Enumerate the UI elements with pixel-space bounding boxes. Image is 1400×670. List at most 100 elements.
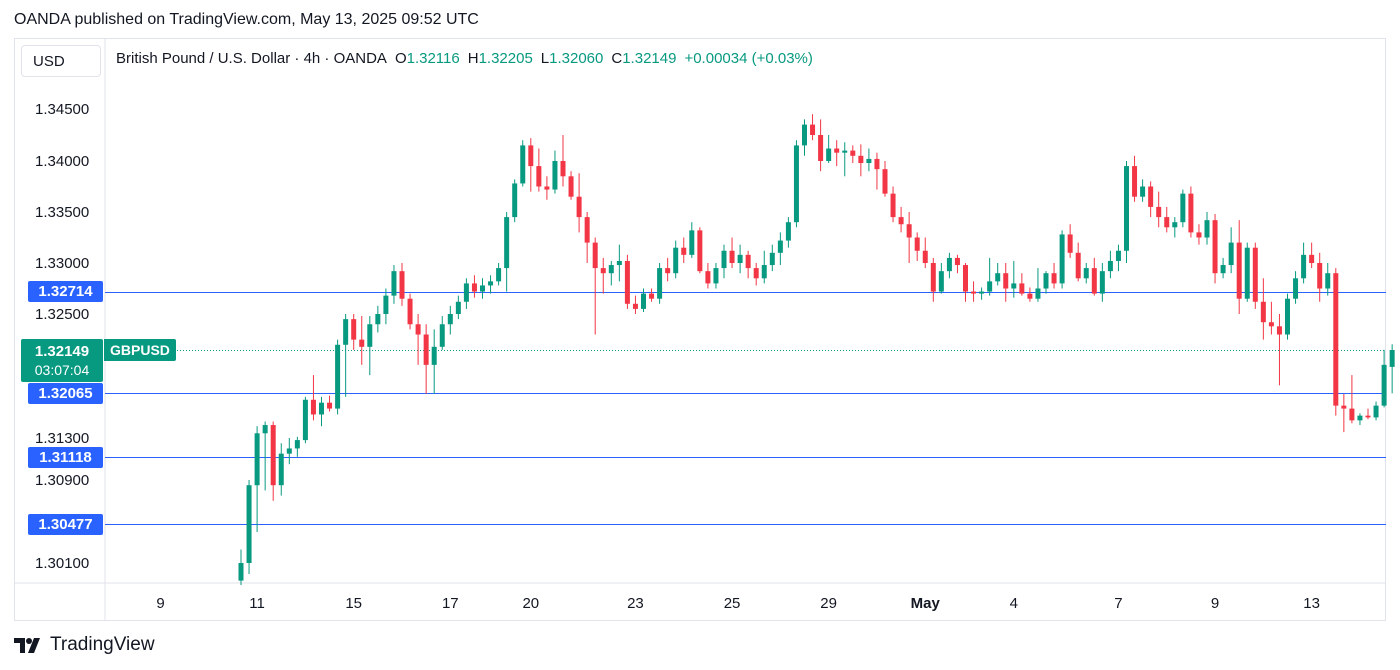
candle-body [407,298,413,325]
candle-body [641,293,646,309]
candle-body [938,271,944,292]
candle-body [616,260,622,266]
candle-body [278,453,284,486]
candle-body [1365,415,1371,418]
candle-body [721,250,727,269]
candle-body [327,402,333,409]
currency-selector[interactable]: USD [21,45,101,77]
candle [689,222,695,258]
chart-legend: British Pound / U.S. Dollar · 4h · OANDA… [116,50,813,67]
candle [971,281,977,302]
candle [616,244,622,282]
candle [1075,242,1081,282]
price-level-tag-3[interactable]: 1.31118 [28,447,103,468]
candle [665,257,671,282]
x-tick-label: 25 [724,595,741,612]
candle-body [391,271,397,296]
candle [1027,287,1033,302]
candle [858,144,864,177]
candle-body [979,291,985,294]
candle [359,316,365,365]
chart-frame[interactable] [14,38,1386,621]
candle-body [560,161,566,177]
candle [302,396,308,444]
y-tick-label: 1.30100 [35,555,89,572]
candle-body [1301,254,1307,279]
candle [391,265,397,304]
candle [946,252,952,279]
candle [1011,260,1017,298]
candle-body [552,161,558,190]
candle [1035,268,1041,302]
candle [842,142,848,177]
tradingview-logo-icon [14,638,40,653]
candle-body [1051,273,1057,284]
candle-body [608,265,614,274]
candle-body [335,344,341,409]
candle [1043,271,1049,294]
candle-body [665,268,671,274]
candle-body [995,273,1001,282]
candle [536,148,542,192]
candle-body [753,268,759,279]
candle [1365,408,1371,420]
candle-body [673,247,679,274]
candle-body [1180,193,1186,223]
candle-body [1091,268,1097,294]
candle-body [343,319,349,345]
candle [818,119,824,172]
candle [769,244,775,272]
candle-body [882,169,888,194]
candle [793,140,799,228]
candle [1204,212,1210,245]
y-tick-label: 1.34500 [35,101,89,118]
candle [1260,278,1266,340]
candle-body [480,285,485,292]
candle [1164,206,1170,233]
candle [713,263,719,289]
candle [1301,242,1307,284]
open-label: O [394,50,407,67]
candle [681,237,687,263]
high-value: 1.32205 [478,50,533,67]
candle [367,316,373,376]
candle [1333,268,1339,416]
candle-body [1083,268,1089,279]
candle-body [922,250,928,263]
y-tick-label: 1.33500 [35,204,89,221]
brand[interactable]: TradingView [14,634,155,656]
price-level-tag-1[interactable]: 1.32714 [28,281,103,302]
low-value: 1.32060 [549,50,604,67]
candle-body [1124,166,1129,251]
candle [496,263,502,286]
candle [431,329,437,394]
candle-body [367,324,373,347]
price-level-tag-2[interactable]: 1.32065 [28,383,103,404]
candle [1357,413,1363,426]
candle [1115,244,1121,272]
candle-body [769,252,775,266]
candle-body [576,196,582,218]
candle [632,295,638,314]
symbol-tag: GBPUSD [104,339,176,361]
candle-body [930,263,936,292]
candle [1285,293,1290,340]
y-tick-label: 1.34000 [35,153,89,170]
axis-labels-layer: 1.34500 1.34000 1.33500 1.33000 1.32500 1.313… [35,101,1320,612]
price-level-tag-4[interactable]: 1.30477 [28,514,103,535]
x-tick-label: 11 [249,595,265,612]
candle-body [1059,234,1065,284]
candle [753,263,759,286]
candle-body [319,402,324,415]
candle [600,257,606,294]
candle-body [737,254,743,263]
candle [447,305,453,335]
candle-body [488,281,494,286]
candle [1107,250,1113,279]
candle [319,396,324,427]
candle [1349,375,1355,424]
x-tick-label: 23 [627,595,644,612]
candle [1180,189,1186,228]
current-price-value: 1.32149 [34,343,90,360]
